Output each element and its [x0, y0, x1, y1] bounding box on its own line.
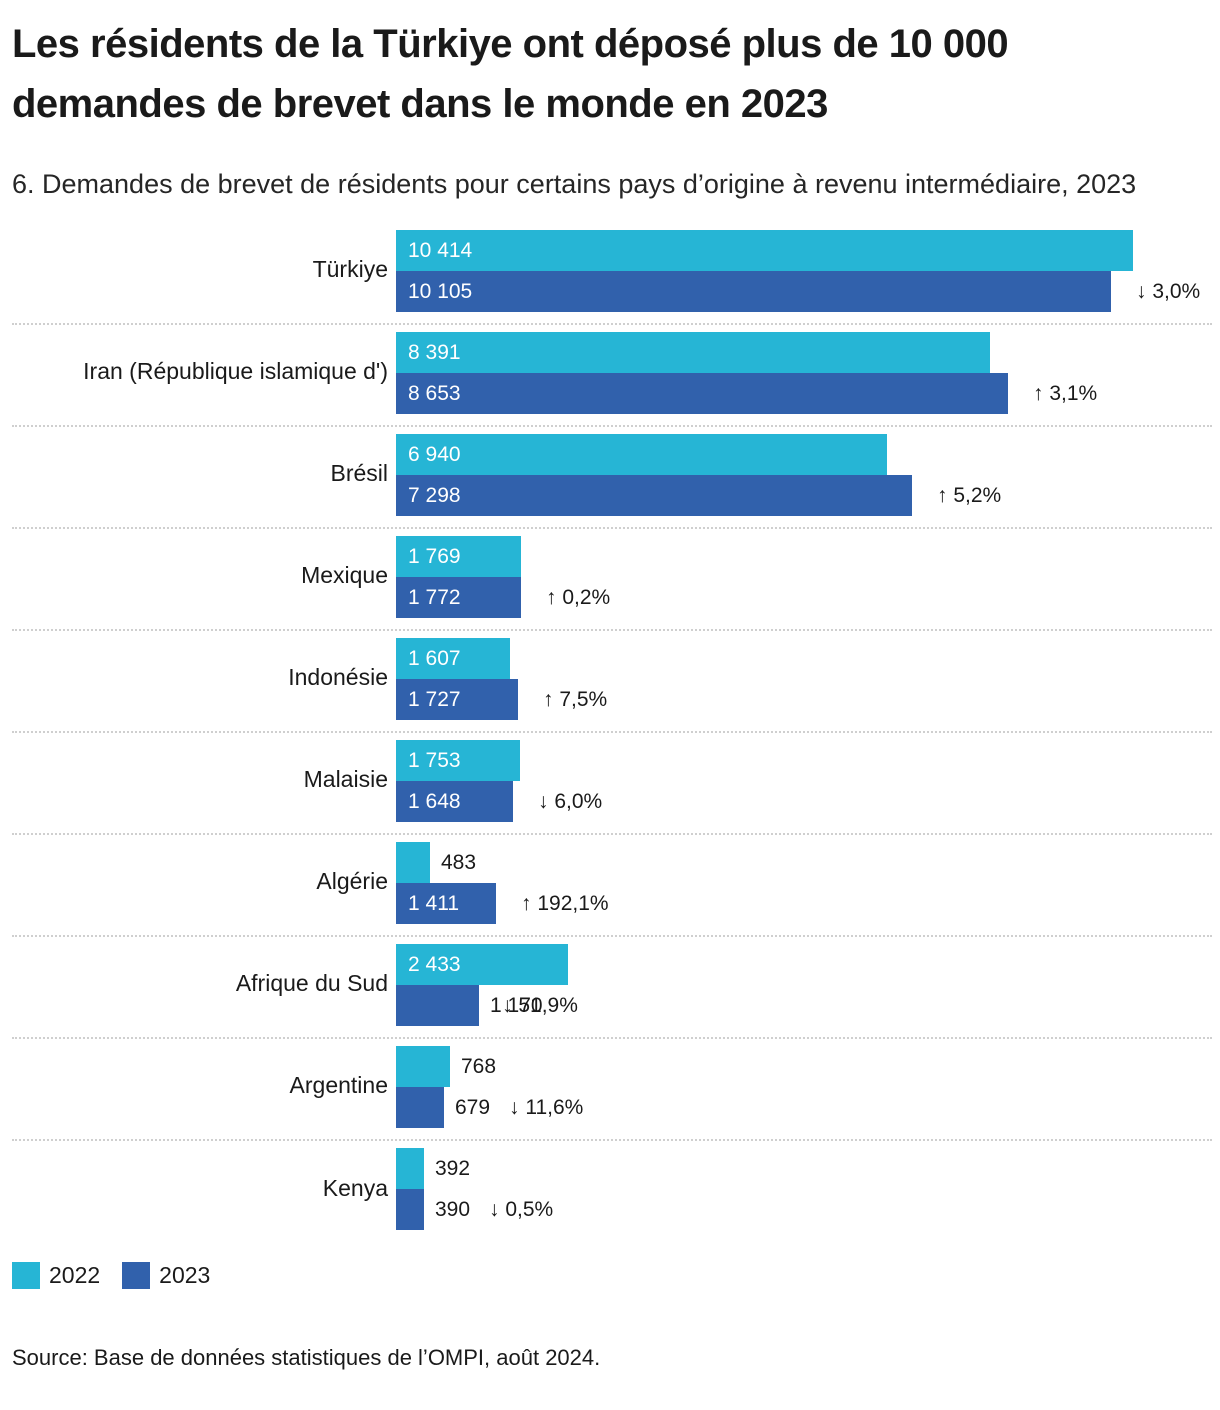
category-label: Afrique du Sud — [235, 969, 388, 996]
bar-2023: 1 727 — [396, 679, 518, 720]
plot-area: 768 679 ↓ 11,6% — [396, 1039, 1212, 1139]
bar-2022: 1 607 — [396, 638, 510, 679]
change-label: ↓ 0,5% — [489, 1198, 554, 1221]
bar-2022 — [396, 842, 430, 883]
category-label: Iran (République islamique d') — [83, 357, 388, 384]
change-label: ↓ 11,6% — [509, 1096, 584, 1119]
chart-row: Argentine 768 679 ↓ 11,6% — [12, 1039, 1212, 1141]
bar-2023 — [396, 985, 479, 1026]
value-label-2022: 1 753 — [408, 749, 461, 772]
bar-2022: 8 391 — [396, 332, 990, 373]
bar-2022: 10 414 — [396, 230, 1133, 271]
value-label-2022: 6 940 — [408, 443, 461, 466]
value-label-2023: 390 — [435, 1198, 471, 1221]
plot-area: 1 607 1 727 ↑ 7,5% — [396, 631, 1212, 731]
value-label-2023: 1 648 — [408, 790, 461, 813]
category-label: Argentine — [289, 1071, 388, 1098]
bar-2023: 1 411 — [396, 883, 496, 924]
legend-label: 2022 — [49, 1262, 101, 1288]
value-label-2023: 7 298 — [408, 484, 461, 507]
chart-row: Kenya 392 390 ↓ 0,5% — [12, 1141, 1212, 1243]
bar-2022: 1 769 — [396, 536, 521, 577]
change-label: ↓ 3,0% — [1136, 280, 1201, 303]
chart-row: Brésil 6 940 7 298 ↑ 5,2% — [12, 427, 1212, 529]
category-label: Mexique — [301, 561, 388, 588]
plot-area: 392 390 ↓ 0,5% — [396, 1141, 1212, 1243]
chart-row: Türkiye 10 414 10 105 ↓ 3,0% — [12, 223, 1212, 325]
value-label-2022: 768 — [461, 1055, 497, 1078]
bar-2023 — [396, 1189, 424, 1230]
chart-row: Afrique du Sud 2 433 1 170 ↓ 51,9% — [12, 937, 1212, 1039]
change-label: ↑ 7,5% — [543, 688, 608, 711]
category-label: Türkiye — [312, 255, 388, 282]
category-label: Kenya — [322, 1174, 388, 1201]
value-label-2022: 1 607 — [408, 647, 461, 670]
bar-2023: 10 105 — [396, 271, 1111, 312]
chart-row: Indonésie 1 607 1 727 ↑ 7,5% — [12, 631, 1212, 733]
category-label: Brésil — [330, 459, 388, 486]
plot-area: 2 433 1 170 ↓ 51,9% — [396, 937, 1212, 1037]
legend: 2022 2023 — [12, 1262, 1212, 1289]
bar-2022: 1 753 — [396, 740, 520, 781]
bar-2023: 7 298 — [396, 475, 912, 516]
value-label-2023: 1 772 — [408, 586, 461, 609]
bar-2023: 1 772 — [396, 577, 521, 618]
category-label: Indonésie — [288, 663, 388, 690]
change-label: ↓ 6,0% — [538, 790, 603, 813]
plot-area: 483 1 411 ↑ 192,1% — [396, 835, 1212, 935]
chart-subtitle: 6. Demandes de brevet de résidents pour … — [12, 169, 1137, 199]
bar-2022 — [396, 1148, 424, 1189]
bar-2022: 2 433 — [396, 944, 568, 985]
value-label-2023: 8 653 — [408, 382, 461, 405]
value-label-2022: 10 414 — [408, 239, 473, 262]
change-label: ↑ 5,2% — [937, 484, 1002, 507]
source-note: Source: Base de données statistiques de … — [12, 1345, 601, 1370]
change-label: ↓ 51,9% — [502, 994, 578, 1017]
value-label-2022: 392 — [435, 1157, 471, 1180]
change-label: ↑ 0,2% — [546, 586, 611, 609]
change-label: ↑ 3,1% — [1033, 382, 1098, 405]
category-label: Algérie — [316, 867, 388, 894]
plot-area: 10 414 10 105 ↓ 3,0% — [396, 223, 1212, 323]
category-label: Malaisie — [303, 765, 388, 792]
bar-2023: 1 648 — [396, 781, 513, 822]
value-label-2023: 10 105 — [408, 280, 473, 303]
legend-item-2022: 2022 — [12, 1262, 100, 1289]
page-title: Les résidents de la Türkiye ont déposé p… — [12, 22, 1009, 126]
legend-label: 2023 — [159, 1262, 211, 1288]
bar-2023: 8 653 — [396, 373, 1008, 414]
change-label: ↑ 192,1% — [521, 892, 609, 915]
plot-area: 1 769 1 772 ↑ 0,2% — [396, 529, 1212, 629]
grouped-bar-chart: Türkiye 10 414 10 105 ↓ 3,0% Iran (Républiqu… — [12, 223, 1212, 1243]
bar-2022: 6 940 — [396, 434, 887, 475]
legend-swatch-icon — [122, 1262, 151, 1289]
legend-item-2023: 2023 — [122, 1262, 210, 1289]
chart-row: Malaisie 1 753 1 648 ↓ 6,0% — [12, 733, 1212, 835]
value-label-2022: 2 433 — [408, 953, 461, 976]
value-label-2023: 1 411 — [408, 892, 459, 915]
chart-row: Iran (République islamique d') 8 391 8 653… — [12, 325, 1212, 427]
chart-row: Algérie 483 1 411 ↑ 192,1% — [12, 835, 1212, 937]
bar-2022 — [396, 1046, 450, 1087]
value-label-2023: 1 727 — [408, 688, 461, 711]
plot-area: 8 391 8 653 ↑ 3,1% — [396, 325, 1212, 425]
legend-swatch-icon — [12, 1262, 40, 1289]
plot-area: 1 753 1 648 ↓ 6,0% — [396, 733, 1212, 833]
value-label-2023: 1 170 — [490, 994, 543, 1017]
value-label-2022: 1 769 — [408, 545, 461, 568]
plot-area: 6 940 7 298 ↑ 5,2% — [396, 427, 1212, 527]
value-label-2022: 483 — [441, 851, 477, 874]
bar-2023 — [396, 1087, 444, 1128]
value-label-2022: 8 391 — [408, 341, 461, 364]
value-label-2023: 679 — [455, 1096, 491, 1119]
chart-row: Mexique 1 769 1 772 ↑ 0,2% — [12, 529, 1212, 631]
